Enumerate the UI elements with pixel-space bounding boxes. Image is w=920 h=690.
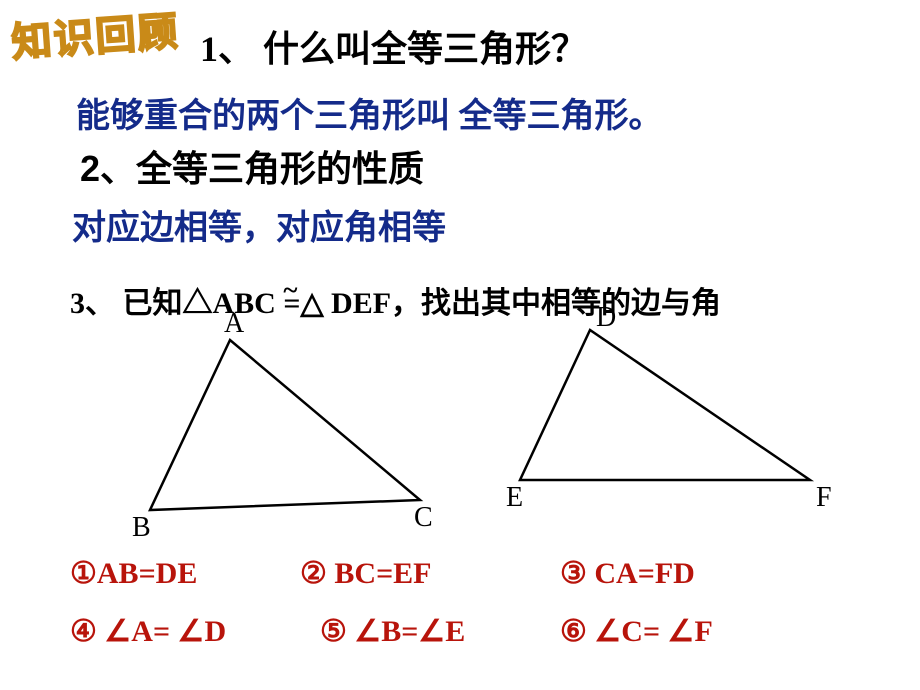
vertex-label-b: B [132,512,151,544]
answer-1-part1: 能够重合的两个三角形叫 [76,98,450,135]
triangle-def [520,330,810,480]
answer-item-5: ⑤ ∠B=∠E [320,614,465,649]
question-2-text: 全等三角形的性质 [136,149,424,189]
answer-1-part2: 全等三角形。 [450,98,663,135]
answer-item-2: ② BC=EF [300,556,432,591]
question-3: 3、 已知△ABC =△ DEF，找出其中相等的边与角 [70,278,721,322]
vertex-label-c: C [414,502,433,534]
question-1: 1、 什么叫全等三角形？ [200,20,587,72]
congruent-symbol: = [283,287,300,321]
question-2-number: 2、 [80,148,136,189]
triangles-figure: A B C D E F [90,320,850,530]
triangle-abc [150,340,420,510]
vertex-label-e: E [506,482,523,514]
q3-suffix: ，找出其中相等的边与角 [391,287,721,320]
answer-1: 能够重合的两个三角形叫 全等三角形。 [76,88,663,137]
badge-text: 知识回顾 [10,9,181,66]
q3-prefix: 3、 已知 [70,287,183,320]
answer-item-4: ④ ∠A= ∠D [70,614,226,649]
answer-item-6: ⑥ ∠C= ∠F [560,614,713,649]
triangles-svg [90,320,850,530]
q3-tri2: △ DEF [300,287,391,320]
vertex-label-a: A [224,308,244,340]
review-badge: 知识回顾 [8,1,202,84]
answer-2: 对应边相等，对应角相等 [72,200,446,249]
vertex-label-d: D [596,302,616,334]
question-2: 2、全等三角形的性质 [80,140,424,192]
answer-item-1: ①AB=DE [70,556,197,591]
answer-item-3: ③ CA=FD [560,556,695,591]
badge-svg: 知识回顾 [8,1,202,74]
vertex-label-f: F [816,482,832,514]
